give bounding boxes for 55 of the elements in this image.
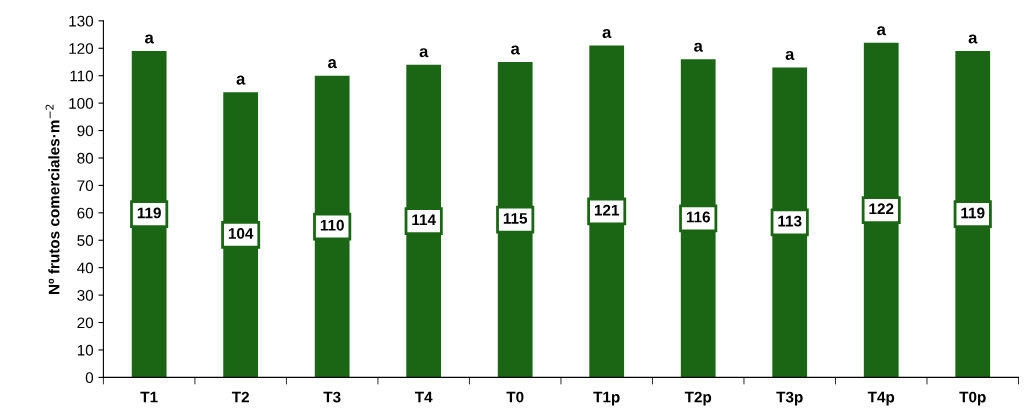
x-tick-label: T3p bbox=[776, 391, 803, 406]
y-tick-label: 0 bbox=[85, 372, 94, 384]
data-label: 110 bbox=[320, 219, 344, 231]
y-tick-label: 30 bbox=[77, 289, 94, 301]
x-tick-label: T0 bbox=[506, 391, 524, 403]
bar bbox=[680, 59, 716, 378]
bar bbox=[131, 51, 167, 378]
annotation: a bbox=[419, 48, 429, 58]
annotation: a bbox=[968, 34, 978, 44]
data-label: 121 bbox=[594, 204, 620, 216]
data-label: 116 bbox=[686, 211, 710, 223]
data-label: 119 bbox=[961, 207, 985, 219]
y-tick-label: 60 bbox=[77, 207, 94, 219]
bar bbox=[863, 42, 899, 378]
bar bbox=[223, 92, 259, 378]
data-label: 104 bbox=[228, 228, 254, 239]
annotation: a bbox=[145, 34, 154, 44]
x-tick-label: T1p bbox=[593, 391, 620, 406]
annotation: a bbox=[785, 50, 795, 61]
x-tick-label: T2p bbox=[684, 391, 712, 406]
annotation: a bbox=[511, 45, 520, 55]
data-label: 114 bbox=[412, 214, 436, 226]
x-tick-label: T1 bbox=[140, 391, 158, 403]
y-tick-label: 110 bbox=[70, 70, 94, 82]
data-label: 113 bbox=[778, 215, 802, 227]
y-tick-label: 40 bbox=[77, 262, 94, 274]
y-tick-label: 120 bbox=[69, 43, 94, 54]
y-tick-label: 20 bbox=[77, 317, 94, 329]
annotation: a bbox=[694, 42, 703, 52]
bar bbox=[406, 64, 442, 378]
annotation: a bbox=[602, 28, 612, 39]
bar bbox=[314, 75, 350, 378]
bar bbox=[955, 51, 991, 378]
data-label: 115 bbox=[503, 213, 528, 224]
annotation: a bbox=[236, 75, 246, 85]
annotation: a bbox=[877, 26, 886, 36]
y-tick-label: 90 bbox=[77, 125, 94, 137]
bar bbox=[589, 45, 625, 378]
data-label: 119 bbox=[137, 207, 161, 219]
y-tick-label: 10 bbox=[77, 344, 94, 356]
x-tick-label: T4 bbox=[414, 391, 433, 403]
bar bbox=[772, 67, 808, 378]
x-tick-label: T2 bbox=[231, 391, 249, 403]
annotation: a bbox=[328, 59, 337, 69]
y-tick-label: 130 bbox=[69, 15, 94, 27]
y-axis-title: Nº frutos comerciales·m$^{−2}$ bbox=[45, 104, 60, 294]
x-tick-label: T3 bbox=[323, 391, 341, 403]
x-tick-label: T4p bbox=[867, 391, 895, 406]
y-tick-label: 70 bbox=[77, 180, 94, 192]
y-tick-label: 100 bbox=[69, 97, 94, 109]
x-tick-label: T0p bbox=[959, 391, 986, 406]
y-tick-label: 80 bbox=[77, 152, 94, 164]
data-label: 122 bbox=[869, 203, 894, 215]
y-tick-label: 50 bbox=[77, 235, 94, 246]
bar bbox=[497, 61, 533, 378]
